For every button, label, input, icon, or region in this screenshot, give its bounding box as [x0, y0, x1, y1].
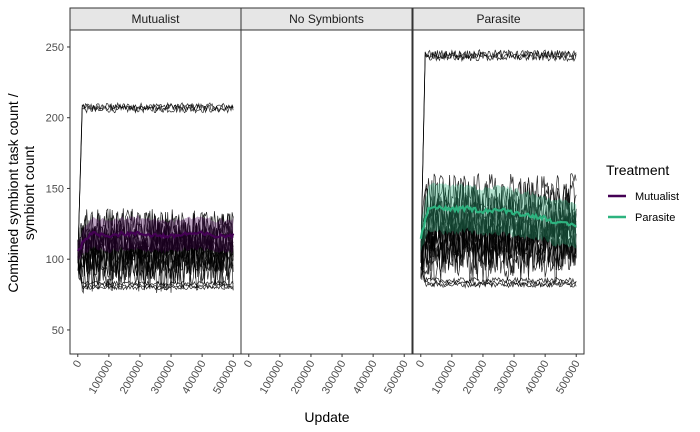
replicate-line-parasite-20: [420, 173, 577, 262]
replicate-line-mutualist-20: [77, 236, 234, 278]
x-tick-label-parasite-4: 400000: [523, 359, 552, 397]
replicate-line-parasite-4: [420, 259, 577, 285]
x-tick-label-mutualist-4: 400000: [180, 359, 209, 397]
panel-parasite: Parasite 0 100000 200000 300000 400000 500000: [412, 7, 585, 397]
panel-background-no-symbionts: [241, 30, 412, 354]
chart-axes: 50 100 150 200 250: [46, 42, 70, 337]
replicate-line-mutualist-3: [77, 104, 234, 259]
x-tick-label-no-symbionts-0: 0: [242, 359, 255, 370]
y-tick-label-150: 150: [46, 183, 64, 195]
replicate-line-mutualist-18: [77, 208, 234, 252]
legend: Treatment Mutualist Parasite: [606, 162, 679, 224]
x-tick-label-mutualist-0: 0: [71, 359, 84, 370]
x-tick-label-mutualist-1: 100000: [87, 359, 116, 397]
legend-label-mutualist: Mutualist: [635, 191, 679, 203]
replicate-line-mutualist-17: [77, 239, 234, 295]
x-tick-label-parasite-5: 500000: [554, 359, 583, 397]
replicate-line-parasite-3: [420, 51, 577, 264]
x-tick-label-no-symbionts-4: 400000: [351, 359, 380, 397]
x-tick-label-no-symbionts-2: 200000: [289, 359, 318, 397]
y-tick-label-100: 100: [46, 254, 64, 266]
panel-border-parasite: [412, 29, 585, 355]
replicate-line-mutualist-4: [77, 259, 234, 287]
x-tick-label-mutualist-3: 300000: [149, 359, 178, 397]
strip-label-mutualist: Mutualist: [131, 12, 180, 26]
y-tick-label-200: 200: [46, 113, 64, 125]
y-axis-title: Combined symbiont task count / symbiont …: [5, 93, 37, 292]
strip-label-parasite: Parasite: [476, 12, 520, 26]
x-tick-label-parasite-1: 100000: [430, 359, 459, 397]
x-tick-label-parasite-3: 300000: [492, 359, 521, 397]
replicate-line-parasite-16: [420, 180, 577, 268]
replicate-line-mutualist-6: [77, 260, 234, 291]
strip-label-no-symbionts: No Symbionts: [289, 12, 364, 26]
y-tick-label-250: 250: [46, 42, 64, 54]
x-axis-title: Update: [304, 409, 349, 425]
mean-line-mutualist: [76, 230, 235, 252]
confidence-band-parasite: [420, 182, 577, 253]
panel-no-symbionts: No Symbionts 0 100000 200000 300000 400000 500…: [240, 7, 413, 397]
x-tick-label-mutualist-5: 500000: [211, 359, 240, 397]
confidence-band-mutualist: [77, 215, 234, 261]
y-axis-title-line-1: Combined symbiont task count /: [5, 93, 21, 292]
x-tick-label-mutualist-2: 200000: [118, 359, 147, 397]
replicate-line-parasite-6: [420, 256, 577, 289]
x-tick-label-no-symbionts-1: 100000: [258, 359, 287, 397]
replicate-line-parasite-2: [420, 50, 577, 257]
x-tick-label-parasite-0: 0: [414, 359, 427, 370]
panel-background-mutualist: [70, 30, 241, 354]
replicate-line-mutualist-1: [77, 101, 234, 259]
replicate-line-parasite-17: [420, 219, 577, 266]
replicate-line-mutualist-5: [77, 258, 234, 290]
x-tick-label-no-symbionts-5: 500000: [382, 359, 411, 397]
x-tick-label-parasite-2: 200000: [461, 359, 490, 397]
legend-title: Treatment: [606, 162, 669, 178]
legend-label-parasite: Parasite: [635, 212, 675, 224]
y-tick-label-50: 50: [52, 325, 64, 337]
panel-border-no-symbionts: [240, 29, 413, 355]
y-axis-title-line-2: symbiont count: [21, 146, 37, 240]
mean-line-parasite: [419, 204, 577, 239]
x-tick-label-no-symbionts-3: 300000: [320, 359, 349, 397]
panel-mutualist: Mutualist 0 100000 200000 300000 400000 500000: [69, 7, 242, 397]
